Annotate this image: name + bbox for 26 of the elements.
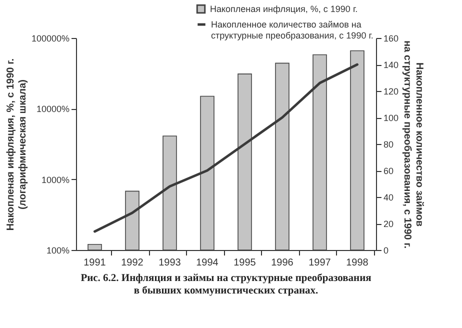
y2-tick-label: 160 xyxy=(384,34,399,44)
x-tick-label: 1997 xyxy=(308,258,332,268)
y2-tick-label: 140 xyxy=(384,60,399,70)
y-tick-label: 10000% xyxy=(36,104,70,114)
x-tick-label: 1993 xyxy=(158,258,182,268)
x-tick-label: 1996 xyxy=(271,258,294,268)
y2-tick-label: 60 xyxy=(384,166,394,176)
y-tick-label: 1000% xyxy=(41,174,70,185)
y-tick-label: 100000% xyxy=(31,34,70,44)
x-tick-label: 1991 xyxy=(84,258,106,268)
x-tick-label: 1998 xyxy=(346,258,369,268)
y2-axis-title: Накопленное количество займов на структурные преобразования, с 1990 г. xyxy=(402,40,425,249)
y2-tick-label: 80 xyxy=(384,140,394,150)
x-tick-label: 1995 xyxy=(234,258,256,268)
y2-tick-label: 0 xyxy=(384,246,389,256)
y2-tick-label: 40 xyxy=(384,192,394,202)
text: Рис. 6.2. Инфляция и займы на структурные преобразования в бывших коммунистических странах. xyxy=(80,273,372,296)
y2-tick-label: 100 xyxy=(384,113,399,123)
y2-tick-label: 20 xyxy=(384,219,394,229)
y2-tick-label: 120 xyxy=(384,86,399,96)
x-tick-label: 1992 xyxy=(121,258,144,268)
legend-label: Накопленное количество займов на структурные преобразования, с 1990 г. xyxy=(211,20,374,40)
y-axis-title: Накопленая инфляция, %, с 1990 г. (логарифмическая шкала) xyxy=(5,58,28,231)
legend-label: Накопленая инфляция, %, с 1990 г. xyxy=(210,4,358,14)
x-tick-label: 1994 xyxy=(196,258,219,268)
y-tick-label: 100% xyxy=(46,246,70,256)
